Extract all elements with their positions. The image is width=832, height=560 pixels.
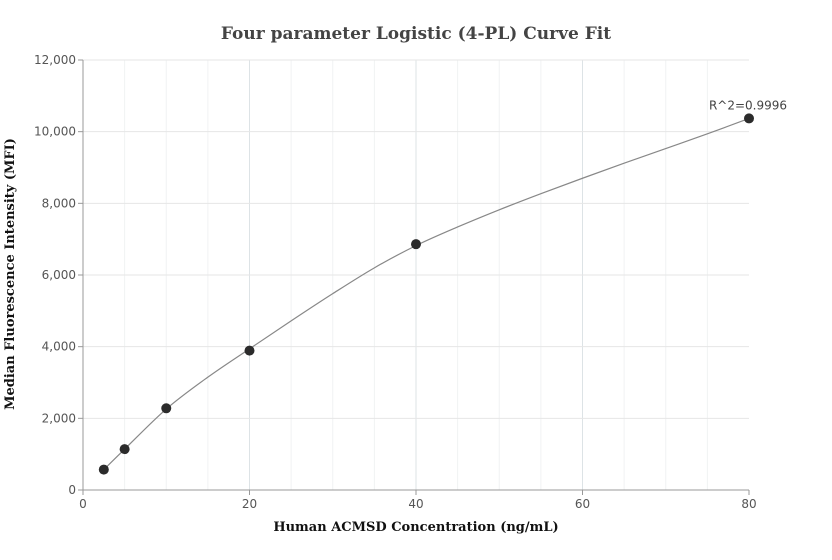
data-point <box>119 444 130 455</box>
data-point <box>98 464 109 475</box>
x-axis-label: Human ACMSD Concentration (ng/mL) <box>273 520 558 535</box>
y-axis-ticks: 0 2,000 4,000 6,000 8,000 10,000 12,000 <box>34 53 83 497</box>
x-tick-label: 60 <box>575 497 590 511</box>
y-tick-label: 0 <box>68 483 76 497</box>
data-point <box>161 403 172 414</box>
grid-lines <box>83 59 749 490</box>
x-tick-label: 40 <box>408 497 423 511</box>
y-tick-label: 4,000 <box>42 340 76 354</box>
y-tick-label: 8,000 <box>42 196 76 210</box>
y-tick-label: 12,000 <box>34 53 76 67</box>
fit-curve <box>103 117 750 471</box>
data-point <box>244 345 255 356</box>
r-squared-annotation: R^2=0.9996 <box>709 98 787 112</box>
data-point <box>411 239 421 250</box>
data-point <box>744 113 754 124</box>
data-points <box>98 113 754 475</box>
x-tick-label: 20 <box>242 497 257 511</box>
y-axis-label: Median Fluorescence Intensity (MFI) <box>3 138 18 410</box>
y-tick-label: 2,000 <box>42 411 76 425</box>
chart-title: Four parameter Logistic (4-PL) Curve Fit <box>221 24 611 44</box>
y-tick-label: 10,000 <box>34 125 76 139</box>
x-tick-label: 0 <box>79 497 87 511</box>
x-tick-label: 80 <box>741 497 756 511</box>
x-axis-ticks: 0 20 40 60 80 <box>79 490 757 511</box>
y-tick-label: 6,000 <box>42 268 76 282</box>
